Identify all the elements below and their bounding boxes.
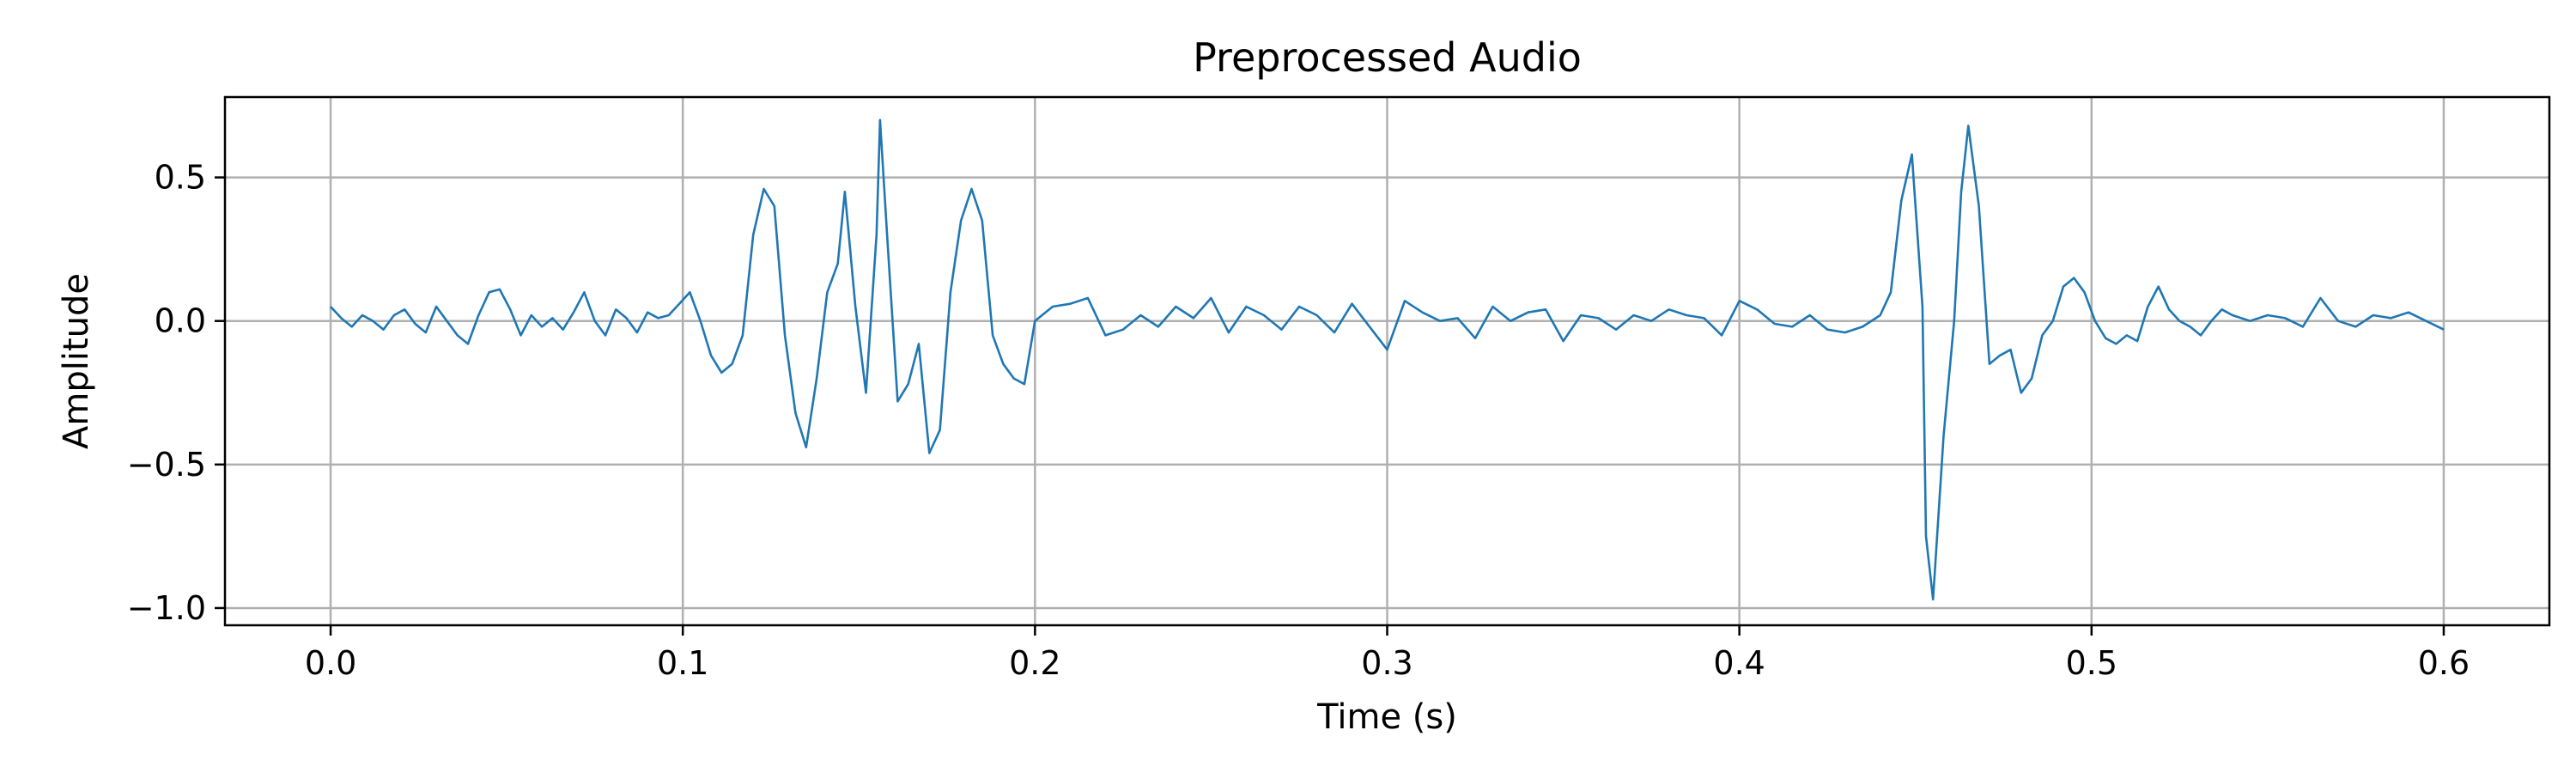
x-axis-label: Time (s)	[1316, 697, 1457, 737]
y-tick-label: 0.5	[155, 159, 206, 197]
y-tick-label: −1.0	[127, 589, 206, 627]
x-tick-label: 0.3	[1361, 644, 1413, 682]
chart-title: Preprocessed Audio	[1193, 34, 1582, 81]
x-tick-label: 0.5	[2066, 644, 2117, 682]
y-tick-label: −0.5	[127, 446, 206, 484]
x-tick-label: 0.1	[657, 644, 708, 682]
x-tick-label: 0.0	[305, 644, 356, 682]
x-tick-label: 0.4	[1713, 644, 1765, 682]
y-axis-label: Amplitude	[57, 273, 96, 449]
axis-ticks: 0.0 0.1 0.2 0.3 0.4 0.5 0.6 −1.0 −0.5 0.0 0.5	[127, 159, 2470, 682]
series-line	[330, 119, 2445, 601]
grid	[225, 97, 2549, 625]
x-tick-label: 0.6	[2418, 644, 2470, 682]
y-tick-label: 0.0	[155, 302, 206, 340]
x-tick-label: 0.2	[1009, 644, 1060, 682]
